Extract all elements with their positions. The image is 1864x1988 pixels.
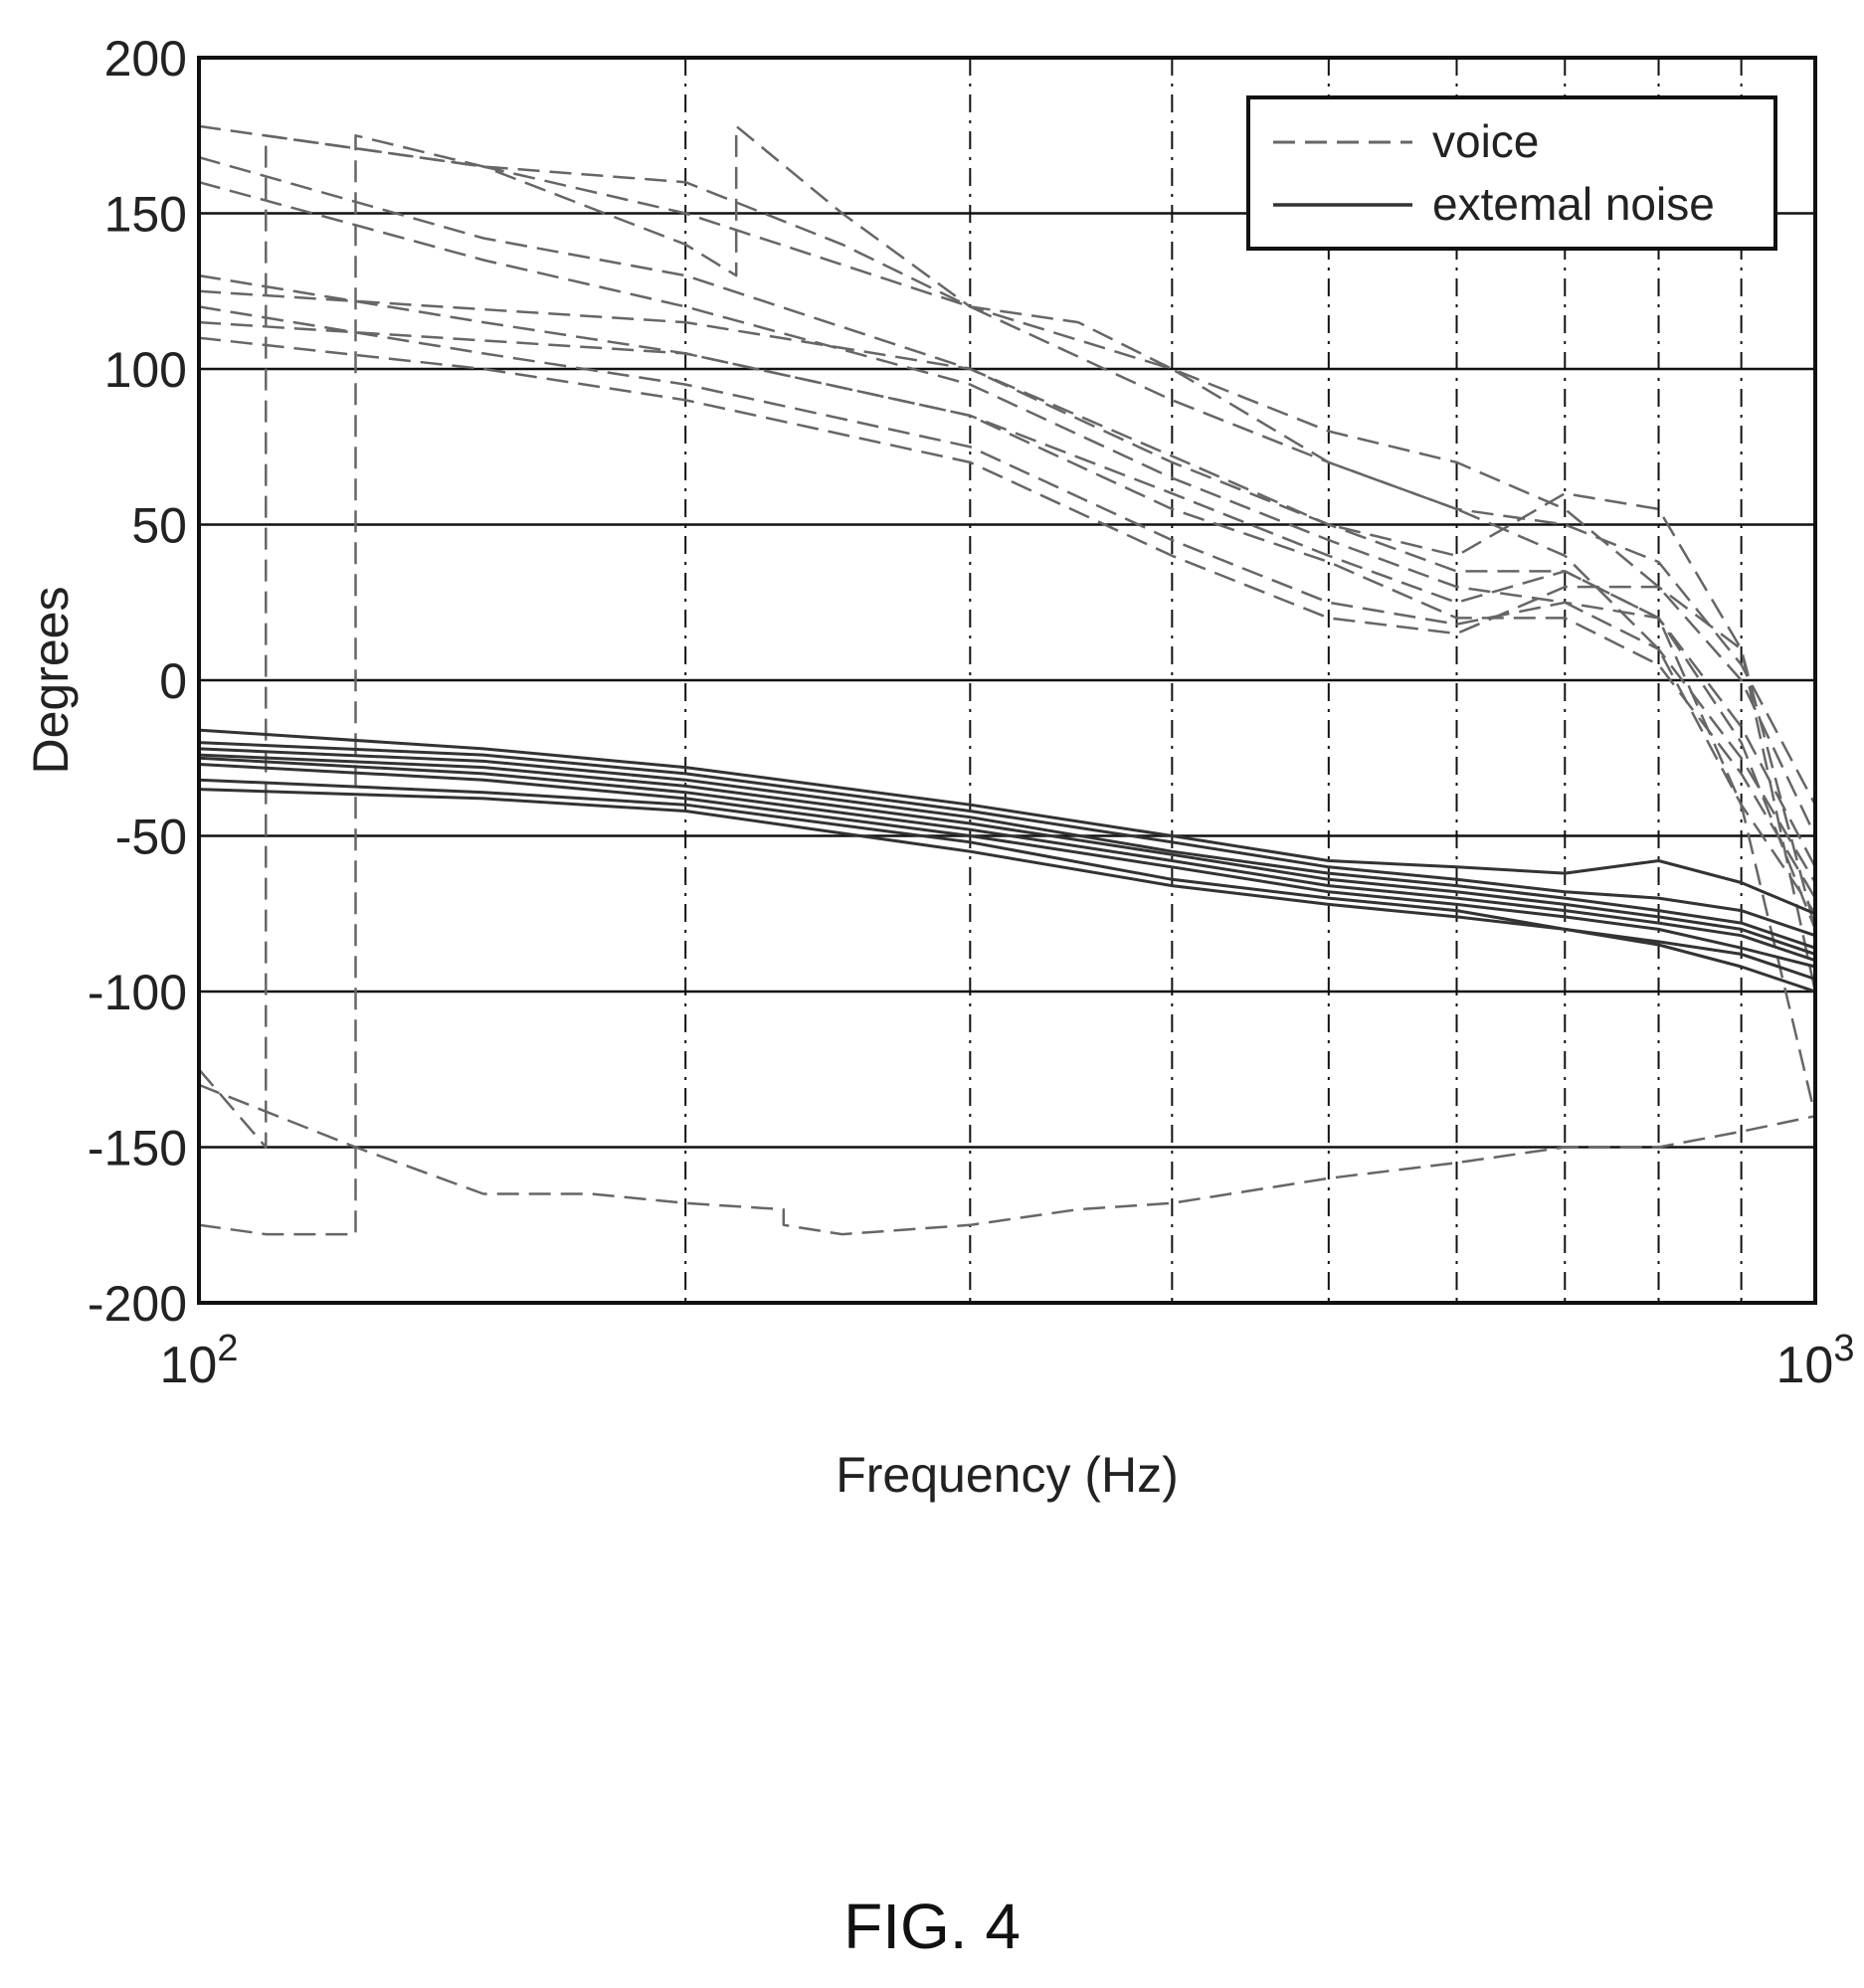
legend-box: [1246, 95, 1777, 251]
noise-series-line: [198, 753, 1816, 956]
noise-series-line: [198, 788, 1816, 981]
y-tick-label: 150: [104, 187, 187, 243]
axes: [197, 56, 1817, 1305]
noise-series-line: [198, 741, 1816, 938]
y-tick-label: 0: [159, 653, 187, 709]
voice-series-line: [198, 336, 1817, 993]
y-tick-label: -50: [115, 810, 187, 865]
noise-series-line: [198, 763, 1816, 969]
voice-series-line: [198, 305, 1817, 930]
y-tick-label: 100: [104, 342, 187, 398]
figure-label: FIG. 4: [843, 1891, 1021, 1962]
x-tick-labels: 102 103: [160, 1328, 1855, 1394]
y-tick-label: -150: [88, 1121, 187, 1176]
noise-series-line: [198, 728, 1816, 916]
voice-series-line: [198, 1083, 1816, 1236]
legend-voice-label: voice: [1432, 115, 1539, 167]
series-lines: [198, 124, 1817, 1236]
noise-series-line: [198, 778, 1816, 994]
voice-series-line: [198, 124, 1817, 1236]
x-tick-label: 102: [160, 1328, 239, 1394]
y-tick-label: 200: [104, 31, 187, 87]
plot-frame: [197, 56, 1817, 1305]
y-tick-label: -200: [88, 1276, 187, 1332]
y-tick-labels: 200 150 100 50 0 -50 -100 -150 -200: [88, 31, 187, 1332]
y-axis-label: Degrees: [23, 587, 79, 775]
y-tick-label: -100: [88, 965, 187, 1020]
y-tick-label: 50: [131, 498, 187, 554]
x-tick-label: 103: [1776, 1328, 1855, 1394]
voice-series-line: [198, 289, 1817, 930]
voice-series-line: [198, 320, 1817, 1117]
legend-noise-label: extemal noise: [1432, 178, 1715, 230]
legend: voice extemal noise: [1246, 95, 1777, 251]
noise-series-line: [198, 756, 1816, 963]
voice-series-line: [198, 180, 1817, 884]
x-axis-label: Frequency (Hz): [836, 1447, 1179, 1503]
voice-series-line: [198, 134, 1817, 1149]
noise-series-line: [198, 747, 1816, 950]
